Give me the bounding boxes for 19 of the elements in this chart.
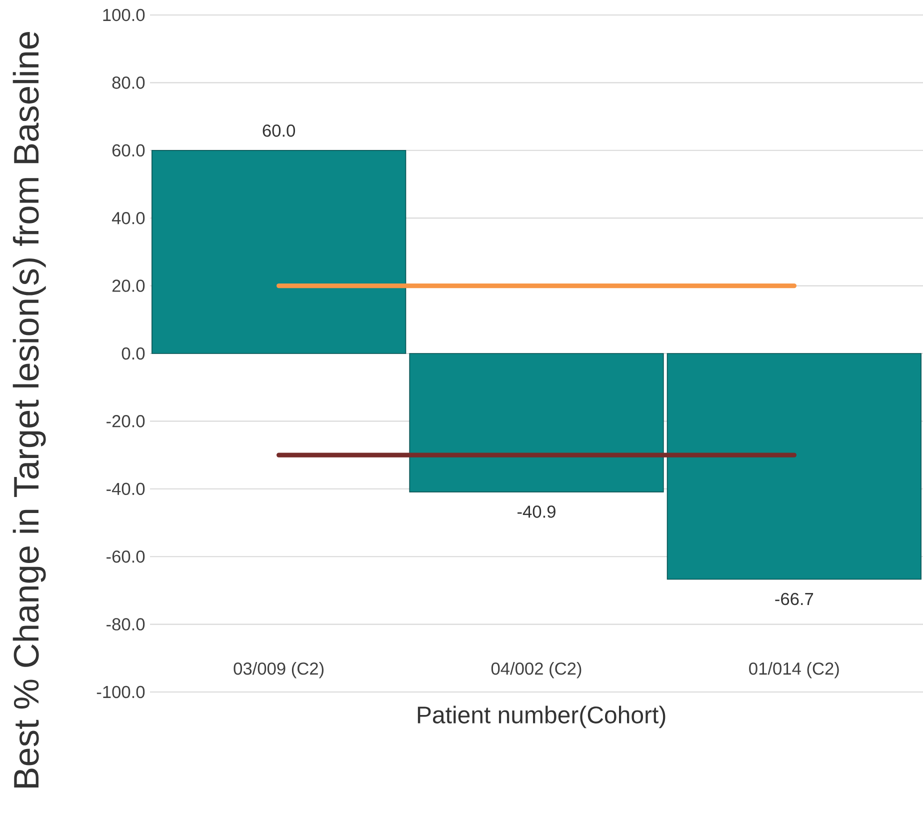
x-tick-label: 01/014 (C2) [749,662,839,678]
y-tick-label: 40.0 [112,212,145,224]
y-tick-label: 80.0 [112,76,145,89]
data-label: -66.7 [775,592,814,606]
x-tick-label: 04/002 (C2) [491,662,582,678]
y-tick-label: 20.0 [112,280,145,292]
y-tick-label: -60.0 [106,550,145,563]
y-tick-label: 100.0 [103,8,145,22]
data-label: -40.9 [518,506,556,518]
y-tick-label: -40.0 [106,482,145,496]
x-tick-label: 03/009 (C2) [234,662,324,678]
y-tick-label: -20.0 [106,415,145,428]
y-tick-label: 0.0 [122,347,145,360]
data-label: 60.0 [262,124,296,137]
y-tick-label: 60.0 [112,144,145,157]
y-tick-label: -100.0 [96,686,145,698]
x-axis-title: Patient number(Cohort) [418,706,666,728]
y-tick-label: -80.0 [106,618,145,630]
y-axis-title: Best % Change in Target lesion(s) from Baseline [12,32,46,788]
